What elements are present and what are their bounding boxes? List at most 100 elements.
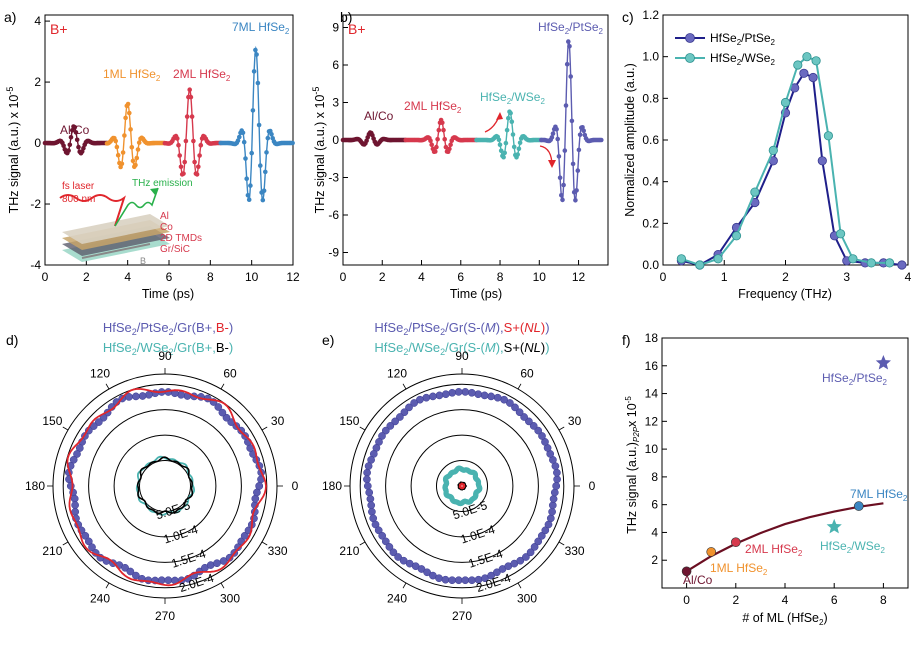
scatter-point-3 xyxy=(853,501,864,511)
panel-a-y-ticklabel: 0 xyxy=(34,136,41,150)
polar-angle-label: 0 xyxy=(589,479,596,493)
polar-point-0 xyxy=(371,520,380,529)
panel-a-ylabel-exp: -5 xyxy=(5,87,15,95)
panel-a-layer-sic: Gr/SiC xyxy=(160,244,190,255)
panel-d-title-2: HfSe2/WSe2/Gr(B+,B-) xyxy=(103,340,233,357)
polar-angle-tick xyxy=(220,383,225,390)
polar-angle-label: 210 xyxy=(42,544,62,558)
polar-point-0 xyxy=(454,576,463,585)
panel-b-x-ticklabel: 6 xyxy=(457,270,464,284)
polar-angle-label: 90 xyxy=(158,349,172,363)
panel-f-y-ticklabel: 6 xyxy=(651,498,658,512)
polar-point-0 xyxy=(88,543,96,552)
polar-point-0 xyxy=(157,576,166,585)
panel-a-emission-label: THz emission xyxy=(132,178,193,189)
polar-angle-tick xyxy=(517,383,522,390)
fit-line xyxy=(686,502,884,573)
polar-angle-tick xyxy=(402,582,407,589)
polar-point-0 xyxy=(548,501,557,510)
polar-point-0 xyxy=(429,392,437,401)
panel-b-x-ticklabel: 2 xyxy=(379,270,386,284)
waveform-point-3 xyxy=(261,188,267,193)
spectrum-point-1 xyxy=(811,56,821,66)
polar-angle-label: 180 xyxy=(322,479,342,493)
waveform-point-1 xyxy=(119,161,125,167)
waveform-point-3 xyxy=(550,131,556,136)
waveform-point-2 xyxy=(197,153,202,158)
panel-b-ticks: 0 2 4 6 8 10 12 -9 -6 -3 0 3 6 9 xyxy=(328,21,585,285)
panel-a-x-ticklabel: 12 xyxy=(286,270,300,284)
waveform-point-1 xyxy=(436,127,442,133)
panel-b-x-ticklabel: 12 xyxy=(572,270,586,284)
waveform-point-0 xyxy=(67,142,73,148)
panel-d: d) HfSe2/PtSe2/Gr(B+,B-) HfSe2/WSe2/Gr(B… xyxy=(6,320,299,623)
panel-a-x-ticklabel: 10 xyxy=(245,270,259,284)
scatter-point-0 xyxy=(681,566,692,577)
panel-c-y-ticklabel: 1.0 xyxy=(642,50,659,64)
polar-point-0 xyxy=(219,557,228,565)
waveform-point-2 xyxy=(188,94,194,100)
panel-f-x-ticklabel: 8 xyxy=(880,593,887,607)
polar-point-0 xyxy=(461,576,470,585)
polar-point-0 xyxy=(493,393,502,402)
waveform-point-2 xyxy=(187,87,192,92)
polar-point-0 xyxy=(515,408,524,417)
panel-d-title-1: HfSe2/PtSe2/Gr(B+,B-) xyxy=(103,320,233,337)
waveform-point-2 xyxy=(502,150,508,156)
polar-point-0 xyxy=(548,507,556,516)
polar-point-0 xyxy=(441,575,450,584)
waveform-point-2 xyxy=(516,146,522,152)
panel-d-label: d) xyxy=(6,332,18,348)
polar-angle-label: 330 xyxy=(268,544,288,558)
polar-angle-label: 330 xyxy=(565,544,585,558)
waveform-point-3 xyxy=(568,74,573,79)
polar-point-0 xyxy=(145,390,153,399)
polar-point-0 xyxy=(549,495,558,503)
polar-angle-label: 90 xyxy=(455,349,469,363)
spectrum-point-1 xyxy=(768,145,778,155)
polar-series-1 xyxy=(66,387,267,587)
spectrum-point-1 xyxy=(695,260,705,270)
svg-text:B: B xyxy=(140,256,146,266)
waveform-point-3 xyxy=(245,193,251,198)
panel-b-wse-label: HfSe2/WSe2 xyxy=(480,90,545,106)
waveform-point-3 xyxy=(243,156,248,161)
panel-a-ticks: 0 2 4 6 8 10 12 -4 -2 0 2 4 xyxy=(30,14,300,284)
polar-ring xyxy=(410,434,514,538)
polar-angle-label: 150 xyxy=(42,414,62,428)
waveform-point-2 xyxy=(496,137,502,142)
panel-f-label: f) xyxy=(622,332,631,348)
panel-c-ticks: 0 1 2 3 4 0.0 0.2 0.4 0.6 0.8 1.0 1.2 xyxy=(642,8,911,284)
panel-e-title-1: HfSe2/PtSe2/Gr(S-(M),S+(NL)) xyxy=(374,320,549,337)
polar-ring xyxy=(436,460,488,512)
waveform-point-0 xyxy=(72,125,78,130)
waveform-point-3 xyxy=(253,47,258,53)
polar-point-0 xyxy=(546,514,555,523)
polar-point-0 xyxy=(214,403,223,411)
waveform-point-3 xyxy=(269,131,274,137)
panel-b-arrow-up-head-icon xyxy=(496,112,503,120)
waveform-point-1 xyxy=(123,115,128,121)
panel-a-ylabel-text: THz signal (a.u.) x 10 xyxy=(7,95,21,214)
waveform-point-0 xyxy=(76,144,81,150)
panel-c-legend-w: HfSe2/WSe2 xyxy=(710,51,775,67)
panel-a-plot xyxy=(42,45,295,203)
panel-a-x-ticklabel: 4 xyxy=(124,270,131,284)
spectrum-point-1 xyxy=(835,229,846,239)
polar-point-0 xyxy=(553,475,561,484)
scatter-point-2 xyxy=(730,537,741,548)
panel-c-legend: HfSe2/PtSe2 HfSe2/WSe2 xyxy=(675,31,776,67)
polar-angle-tick xyxy=(359,426,366,431)
waveform-point-2 xyxy=(501,154,506,160)
polar-point-0 xyxy=(534,426,543,435)
polar-point-0 xyxy=(391,417,399,426)
polar-point-0 xyxy=(405,403,413,412)
polar-ring xyxy=(62,383,268,589)
polar-point-0 xyxy=(364,462,373,470)
panel-f: f) 0 2 4 6 8 2 4 6 8 10 12 14 16 18 # of ML (HfSe2) T… xyxy=(622,331,909,627)
panel-b-2ml-label: 2ML HfSe2 xyxy=(404,99,462,115)
polar-point-0 xyxy=(541,526,550,535)
waveform-point-3 xyxy=(574,188,579,193)
polar-angle-tick xyxy=(62,426,69,431)
polar-angle-label: 60 xyxy=(223,366,237,380)
